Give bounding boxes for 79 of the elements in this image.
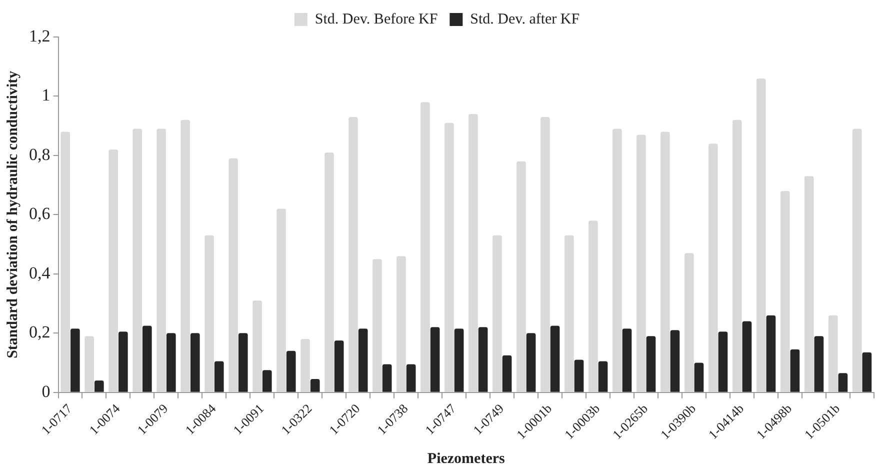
bar — [396, 256, 406, 392]
bar — [814, 336, 824, 392]
bar — [204, 235, 214, 392]
bar — [670, 330, 680, 392]
bar — [348, 116, 358, 392]
bar — [732, 120, 742, 392]
bar — [430, 327, 440, 392]
bar — [300, 339, 310, 392]
bar — [60, 132, 70, 392]
bar — [598, 361, 608, 392]
bar — [804, 176, 814, 392]
bar — [526, 333, 536, 392]
bar — [478, 327, 488, 392]
bar — [694, 362, 704, 392]
bar — [358, 328, 368, 392]
bar — [324, 152, 334, 392]
bar — [108, 150, 118, 392]
bar — [118, 332, 128, 392]
bar — [238, 333, 248, 392]
y-tick-label: 1 — [42, 86, 50, 105]
legend-label: Std. Dev. Before KF — [314, 11, 438, 28]
bar — [70, 328, 80, 392]
bar — [502, 355, 512, 392]
x-axis-title: Piezometers — [427, 450, 506, 467]
y-axis-title: Standard deviation of hydraulic conductivity — [4, 70, 21, 358]
y-tick-label: 0,2 — [29, 322, 50, 342]
bar — [468, 114, 478, 392]
bar — [372, 259, 382, 392]
bar — [492, 235, 502, 392]
bar — [828, 315, 838, 392]
bar — [276, 208, 286, 392]
bar — [790, 349, 800, 392]
bar — [382, 364, 392, 392]
bar — [454, 328, 464, 392]
bar — [588, 220, 598, 392]
bar — [550, 326, 560, 392]
bar — [708, 144, 718, 392]
bar — [262, 370, 272, 392]
bar — [166, 333, 176, 392]
bar — [132, 128, 142, 392]
bar — [444, 122, 454, 392]
bar — [684, 253, 694, 392]
bar — [94, 380, 104, 392]
bar — [252, 300, 262, 392]
bar — [420, 102, 430, 392]
bar — [286, 350, 296, 392]
bar — [142, 326, 152, 392]
bar — [756, 78, 766, 392]
bar — [334, 340, 344, 392]
bar — [516, 161, 526, 392]
bar — [180, 120, 190, 392]
bar — [766, 315, 776, 392]
bar — [190, 333, 200, 392]
bar — [406, 364, 416, 392]
bar — [742, 321, 752, 392]
bar — [540, 116, 550, 392]
y-tick-label: 0 — [42, 382, 50, 401]
bar — [780, 190, 790, 392]
bar — [636, 134, 646, 392]
bar — [310, 379, 320, 392]
bar — [852, 128, 862, 392]
y-tick-label: 0,8 — [29, 144, 50, 164]
bar — [862, 352, 872, 392]
bar — [156, 128, 166, 392]
bar — [612, 128, 622, 392]
legend-label: Std. Dev. after KF — [470, 11, 580, 28]
bar — [718, 332, 728, 392]
y-tick-label: 0,4 — [29, 263, 51, 282]
y-tick-label: 1,2 — [29, 26, 50, 46]
bar — [228, 158, 238, 392]
bar — [838, 373, 848, 392]
y-tick-label: 0,6 — [29, 204, 50, 224]
bar — [214, 361, 224, 392]
bar — [660, 132, 670, 392]
bar — [646, 336, 656, 392]
bar — [84, 336, 94, 392]
bar — [622, 328, 632, 392]
bar — [574, 360, 584, 392]
bar — [564, 235, 574, 392]
